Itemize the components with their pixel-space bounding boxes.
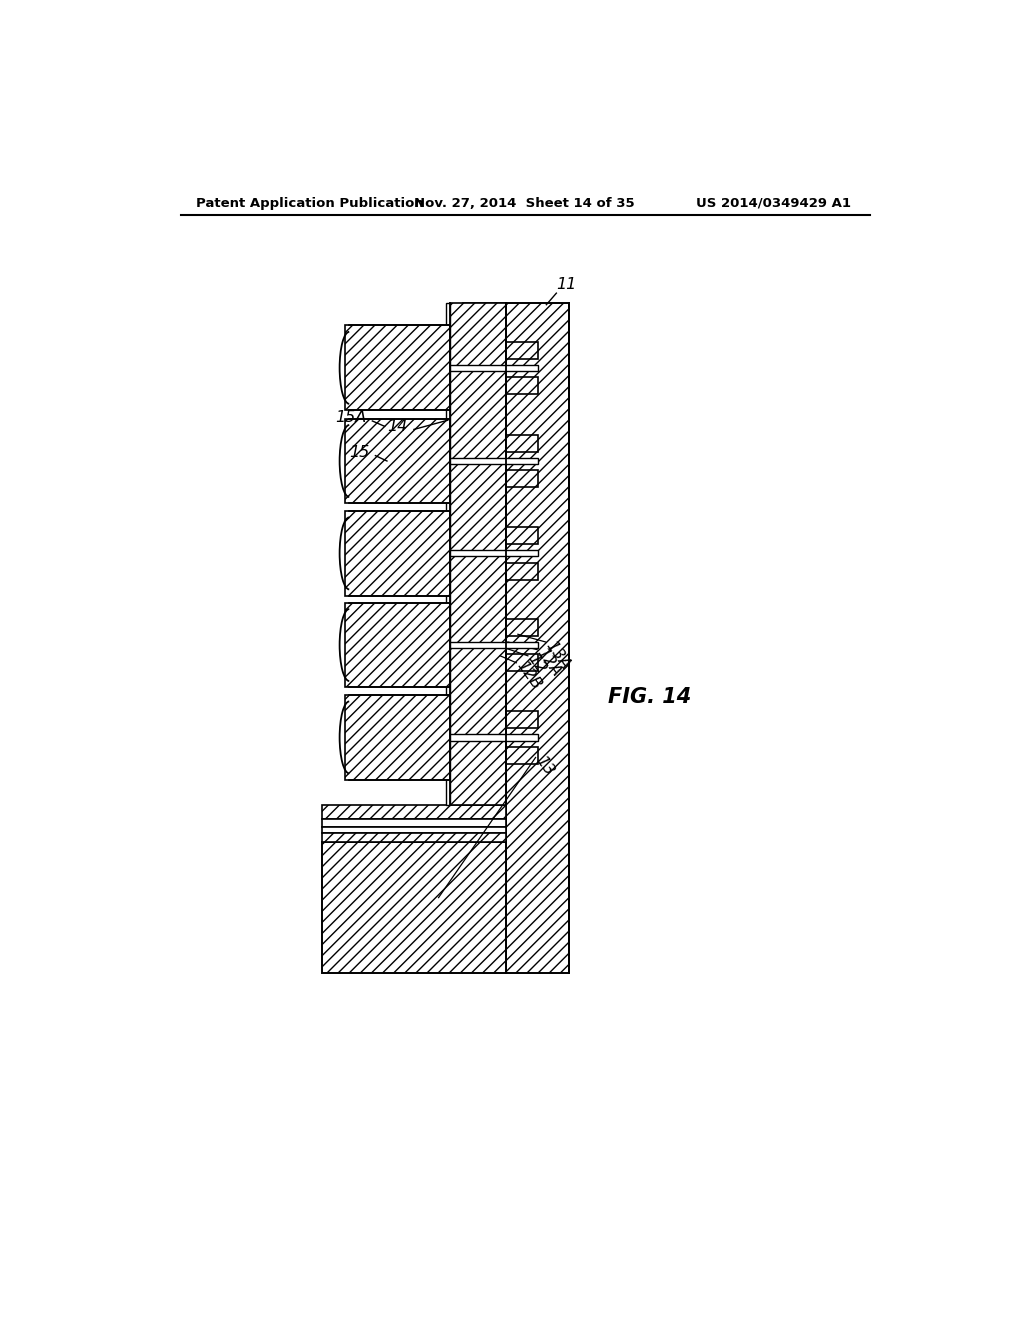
Bar	[451, 364, 538, 371]
Text: 13: 13	[532, 754, 556, 779]
Bar	[506, 747, 538, 763]
Bar	[322, 818, 506, 826]
Bar	[322, 842, 506, 973]
Bar	[506, 619, 538, 636]
Bar	[345, 696, 451, 780]
Text: 13A: 13A	[543, 638, 572, 672]
Text: 11: 11	[556, 277, 577, 292]
Bar	[506, 342, 538, 359]
Bar	[451, 550, 538, 557]
Bar	[506, 527, 538, 544]
Bar	[446, 304, 451, 805]
Bar	[322, 833, 506, 842]
Bar	[506, 378, 538, 395]
Bar	[322, 826, 506, 833]
Bar	[451, 734, 538, 741]
Bar	[506, 562, 538, 579]
Bar	[345, 511, 451, 595]
Text: US 2014/0349429 A1: US 2014/0349429 A1	[695, 197, 851, 210]
Text: 12A: 12A	[535, 645, 564, 680]
Text: 15: 15	[349, 445, 370, 461]
Text: 12B: 12B	[513, 659, 544, 693]
Text: FIG. 14: FIG. 14	[608, 688, 691, 708]
Bar	[506, 304, 569, 973]
Bar	[345, 326, 451, 411]
Bar	[345, 418, 451, 503]
Text: 15A: 15A	[335, 411, 367, 425]
Bar	[451, 458, 538, 465]
Text: 14: 14	[387, 418, 408, 434]
Text: 12: 12	[525, 652, 549, 677]
Bar	[451, 304, 506, 805]
Bar	[451, 642, 538, 648]
Bar	[506, 711, 538, 729]
Bar	[506, 470, 538, 487]
Bar	[345, 603, 451, 688]
Bar	[506, 434, 538, 451]
Bar	[463, 304, 506, 805]
Bar	[506, 655, 538, 671]
Text: Nov. 27, 2014  Sheet 14 of 35: Nov. 27, 2014 Sheet 14 of 35	[415, 197, 635, 210]
Bar	[322, 805, 506, 818]
Text: Patent Application Publication: Patent Application Publication	[196, 197, 424, 210]
